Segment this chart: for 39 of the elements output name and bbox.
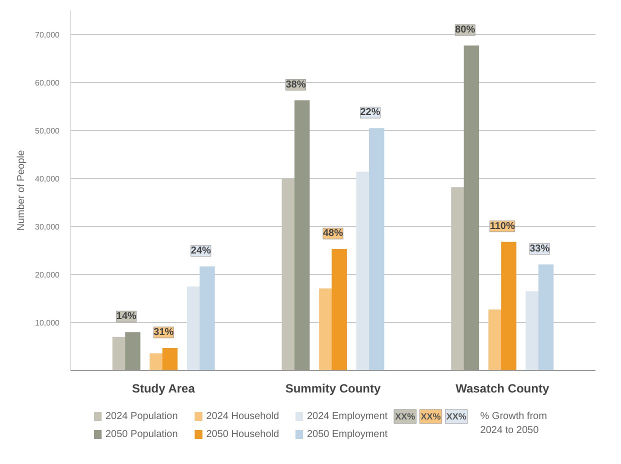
annotation: 110% [490, 220, 515, 232]
text: XX% [446, 412, 466, 422]
y-tick-label: 20,000 [35, 270, 60, 280]
bar [368, 128, 384, 370]
annotation: 22% [360, 107, 380, 118]
y-tick-label: 50,000 [35, 126, 60, 136]
annotation: 38% [286, 79, 306, 90]
bar [294, 100, 310, 370]
y-tick-label: 10,000 [35, 318, 60, 328]
y-tick-label: 40,000 [35, 174, 60, 184]
annotation: 80% [455, 24, 476, 36]
x-tick-label: Summity County [285, 382, 381, 396]
bar [501, 242, 516, 370]
y-axis-title: Number of People [16, 150, 28, 231]
legend-label: 2050 Household [206, 429, 280, 440]
text: XX% [420, 412, 441, 422]
bar [332, 249, 347, 370]
annotation: 14% [116, 311, 137, 322]
y-tick-label: 60,000 [35, 78, 60, 88]
text: XX% [395, 412, 416, 422]
x-tick-label: Wasatch County [456, 382, 550, 396]
annotation: 24% [190, 245, 212, 256]
y-tick-label: 70,000 [35, 30, 60, 40]
annotation: 48% [322, 228, 344, 240]
legend-label: 2024 Employment [306, 411, 388, 422]
annotation: 33% [530, 243, 550, 254]
legend-label: 2050 Population [106, 429, 178, 440]
x-tick-label: Study Area [132, 382, 196, 396]
bar [125, 332, 140, 370]
bar [538, 264, 554, 370]
bar [162, 348, 178, 370]
legend-label: 2024 Population [106, 411, 178, 422]
legend-label: 2050 Employment [306, 429, 388, 440]
bar [464, 46, 480, 370]
legend-label: 2024 Household [206, 411, 280, 422]
annotation: 31% [154, 326, 174, 338]
text: % Growth from 2024 to 2050 [480, 411, 547, 436]
y-tick-label: 30,000 [35, 222, 60, 232]
bar [200, 266, 215, 370]
